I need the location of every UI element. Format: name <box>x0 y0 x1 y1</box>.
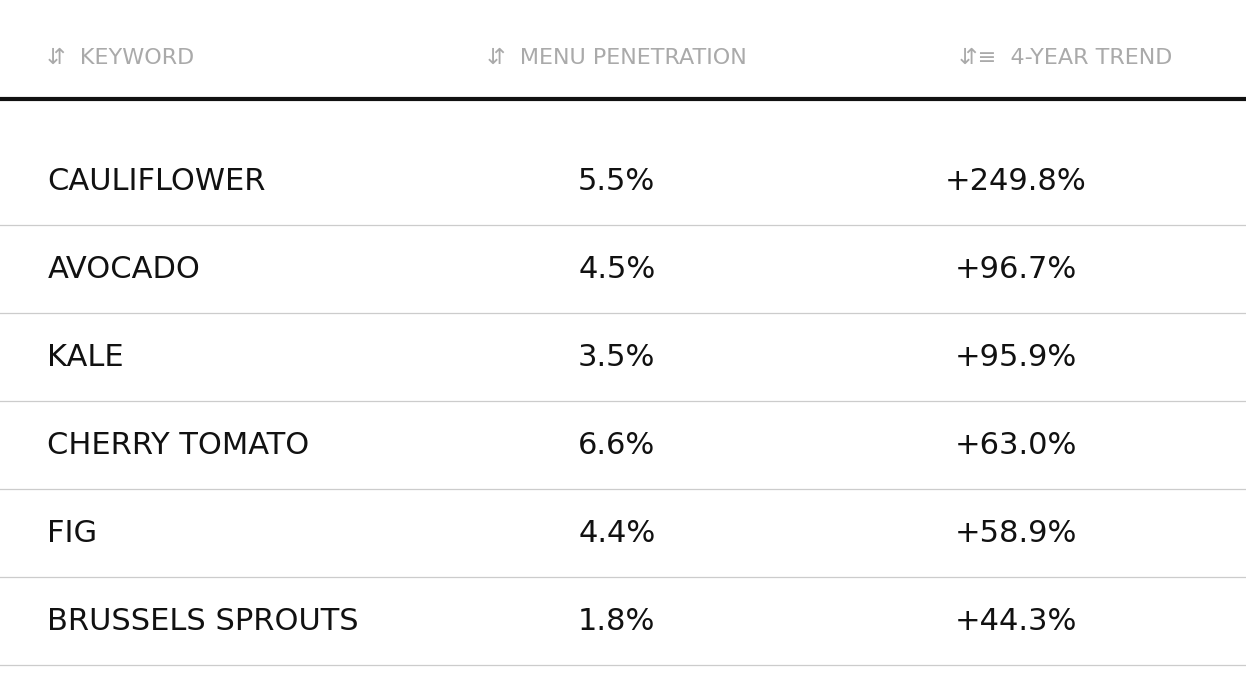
Text: 4.5%: 4.5% <box>578 255 655 284</box>
Text: ⇵  MENU PENETRATION: ⇵ MENU PENETRATION <box>487 48 746 69</box>
Text: BRUSSELS SPROUTS: BRUSSELS SPROUTS <box>47 607 359 636</box>
Text: 4.4%: 4.4% <box>578 519 655 548</box>
Text: +63.0%: +63.0% <box>954 431 1077 460</box>
Text: +96.7%: +96.7% <box>954 255 1077 284</box>
Text: KALE: KALE <box>47 343 123 372</box>
Text: CAULIFLOWER: CAULIFLOWER <box>47 167 265 196</box>
Text: +44.3%: +44.3% <box>954 607 1077 636</box>
Text: CHERRY TOMATO: CHERRY TOMATO <box>47 431 309 460</box>
Text: ⇵≡  4-YEAR TREND: ⇵≡ 4-YEAR TREND <box>959 48 1172 69</box>
Text: 6.6%: 6.6% <box>578 431 655 460</box>
Text: +58.9%: +58.9% <box>954 519 1077 548</box>
Text: AVOCADO: AVOCADO <box>47 255 201 284</box>
Text: 1.8%: 1.8% <box>578 607 655 636</box>
Text: +249.8%: +249.8% <box>944 167 1087 196</box>
Text: FIG: FIG <box>47 519 97 548</box>
Text: ⇵  KEYWORD: ⇵ KEYWORD <box>47 48 194 69</box>
Text: +95.9%: +95.9% <box>954 343 1077 372</box>
Text: 3.5%: 3.5% <box>578 343 655 372</box>
Text: 5.5%: 5.5% <box>578 167 655 196</box>
